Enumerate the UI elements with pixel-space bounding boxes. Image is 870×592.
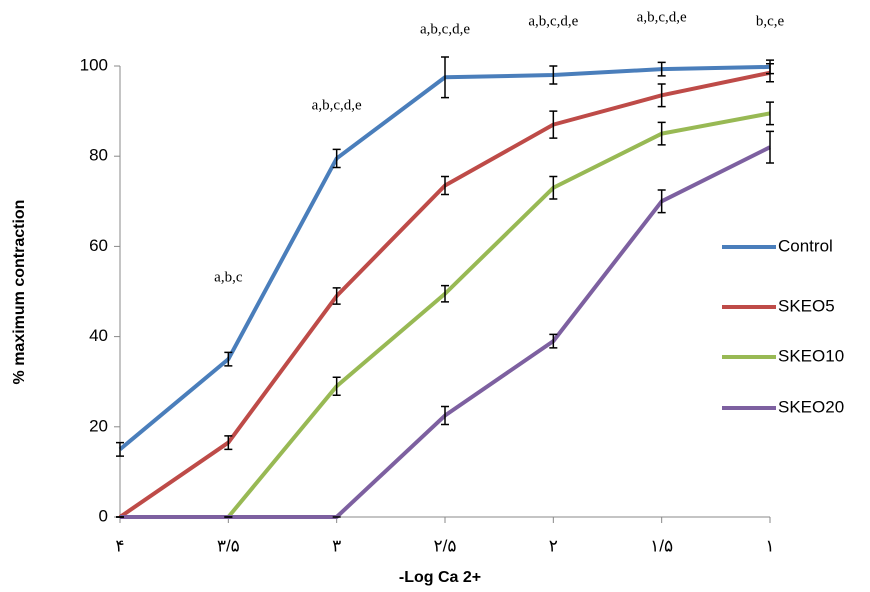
annotation: a,b,c,d,e [312, 97, 362, 113]
x-tick-label: ۳ [332, 536, 341, 555]
x-tick-label: ۱/۵ [650, 536, 673, 555]
series-line [120, 145, 771, 519]
error-bar [441, 175, 449, 196]
error-bar [549, 333, 558, 349]
annotation: a,b,c,d,e [637, 9, 687, 25]
y-tick-label: 40 [89, 326, 108, 345]
y-tick-label: 100 [80, 55, 108, 74]
error-bar [766, 130, 774, 164]
x-tick-label: ۴ [115, 536, 124, 555]
y-tick-label: 20 [89, 416, 108, 435]
x-tick-label: ۳/۵ [217, 536, 240, 555]
error-bar [657, 121, 666, 146]
error-bar [224, 435, 233, 451]
error-bar [657, 61, 666, 77]
error-bar [441, 284, 449, 303]
legend-label: SKEO20 [778, 397, 844, 416]
series-line [118, 64, 771, 451]
error-bar [224, 351, 233, 367]
annotation: a,b,c,d,e [420, 21, 470, 37]
x-tick-label: ۲ [549, 536, 558, 555]
error-bar [766, 101, 774, 126]
legend-label: Control [778, 236, 833, 255]
y-tick-label: 80 [89, 146, 108, 165]
error-bar [332, 376, 341, 396]
error-bar [332, 148, 341, 169]
y-axis-label: % maximum contraction [11, 200, 28, 385]
error-bar [549, 110, 558, 139]
error-bar [116, 441, 124, 457]
annotation: a,b,c [214, 269, 243, 285]
x-axis-label: -Log Ca 2+ [399, 569, 481, 586]
legend-label: SKEO5 [778, 296, 835, 315]
error-bar [549, 65, 558, 85]
series-line [120, 111, 771, 519]
error-bar [549, 175, 558, 200]
error-bar [766, 62, 774, 83]
annotation: b,c,e [756, 13, 785, 29]
error-bar [657, 83, 666, 108]
error-bar [332, 287, 341, 305]
annotation: a,b,c,d,e [528, 13, 578, 29]
error-bar [657, 189, 666, 214]
x-tick-label: ۱ [765, 536, 774, 555]
error-bar [441, 405, 449, 426]
x-tick-label: ۲/۵ [434, 536, 457, 555]
y-tick-label: 60 [89, 236, 108, 255]
error-bar [441, 56, 449, 99]
legend-label: SKEO10 [778, 346, 844, 365]
y-tick-label: 0 [99, 506, 108, 525]
